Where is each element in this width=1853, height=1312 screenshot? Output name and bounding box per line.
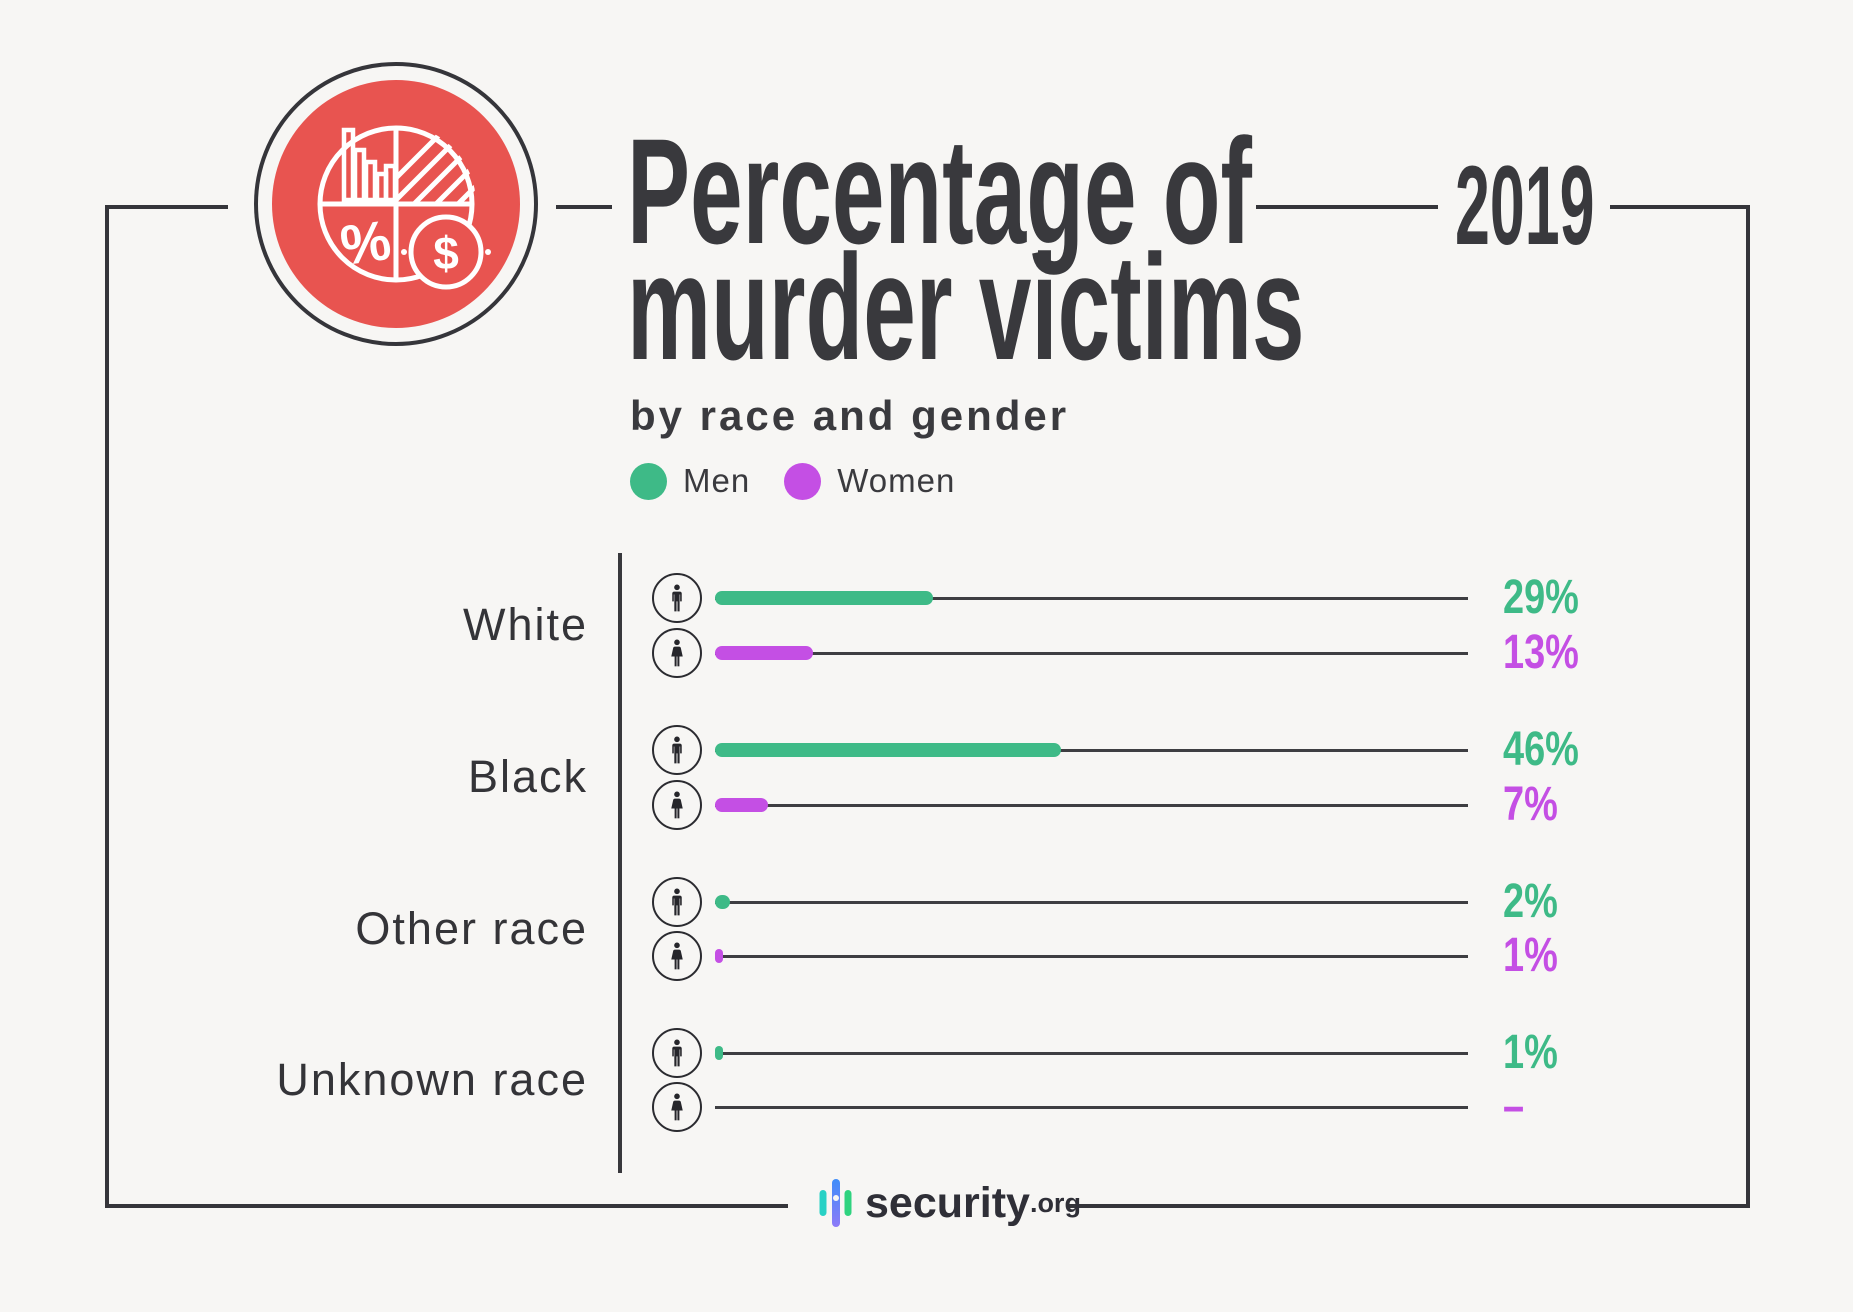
legend-women-label: Women [837, 462, 956, 499]
frame-right [1746, 205, 1750, 1208]
brand-tld: .org [1029, 1187, 1081, 1218]
bar-black-men [715, 743, 1061, 757]
security-org-logo[interactable]: security .org [818, 1178, 1081, 1228]
bar-black-women [715, 798, 768, 812]
bar-track [715, 597, 1468, 600]
year-label: 2019 [1455, 143, 1595, 268]
category-label-black: Black [467, 751, 588, 802]
bar-other-women [715, 949, 723, 963]
pie-chart-stats-icon: % $ [317, 124, 491, 290]
brand-name: security [865, 1178, 1030, 1227]
bar-track [715, 901, 1468, 904]
frame-bottom-segment-2 [1068, 1204, 1750, 1208]
page-subtitle: by race and gender [630, 392, 1070, 439]
value-black-men: 46% [1503, 723, 1579, 776]
bar-track [715, 955, 1468, 958]
man-icon [652, 573, 702, 623]
value-white-men: 29% [1503, 571, 1579, 624]
chart-axis-line [618, 553, 622, 1173]
frame-bottom-segment-1 [105, 1204, 788, 1208]
bar-track [715, 1052, 1468, 1055]
bar-unknown-men [715, 1046, 723, 1060]
man-icon [652, 877, 702, 927]
badge-percent-glyph: % [336, 208, 394, 277]
category-label-other-race: Other race [355, 903, 588, 954]
value-white-women: 13% [1503, 626, 1579, 679]
category-label-white: White [462, 599, 588, 650]
value-unknown-women: – [1503, 1080, 1525, 1133]
woman-icon [652, 780, 702, 830]
legend-men-dot [630, 462, 667, 500]
frame-left [105, 205, 109, 1208]
legend-men-label: Men [683, 462, 751, 499]
value-black-women: 7% [1503, 778, 1558, 831]
bar-white-women [715, 646, 813, 660]
security-logo-icon [819, 1179, 852, 1227]
value-other-men: 2% [1503, 875, 1558, 928]
woman-icon [652, 931, 702, 981]
page-title-line2: murder victims [627, 223, 1305, 391]
frame-top-segment-2 [556, 205, 612, 209]
bar-track [715, 749, 1468, 752]
man-icon [652, 1028, 702, 1078]
woman-icon [652, 1082, 702, 1132]
value-unknown-men: 1% [1503, 1026, 1558, 1079]
man-icon [652, 725, 702, 775]
woman-icon [652, 628, 702, 678]
page-title-line1: Percentage of [627, 107, 1252, 275]
bar-white-men [715, 591, 934, 605]
frame-top-segment-4 [1610, 205, 1750, 209]
value-other-women: 1% [1503, 929, 1558, 982]
badge-dollar-glyph: $ [433, 227, 459, 279]
bar-track [715, 804, 1468, 807]
bar-other-men [715, 895, 731, 909]
legend: Men Women [630, 462, 989, 500]
frame-top-segment-1 [105, 205, 228, 209]
frame-top-segment-3 [1256, 205, 1438, 209]
bar-track [715, 1106, 1468, 1109]
legend-women-dot [784, 462, 822, 500]
bar-track [715, 652, 1468, 655]
category-label-unknown-race: Unknown race [276, 1054, 588, 1105]
